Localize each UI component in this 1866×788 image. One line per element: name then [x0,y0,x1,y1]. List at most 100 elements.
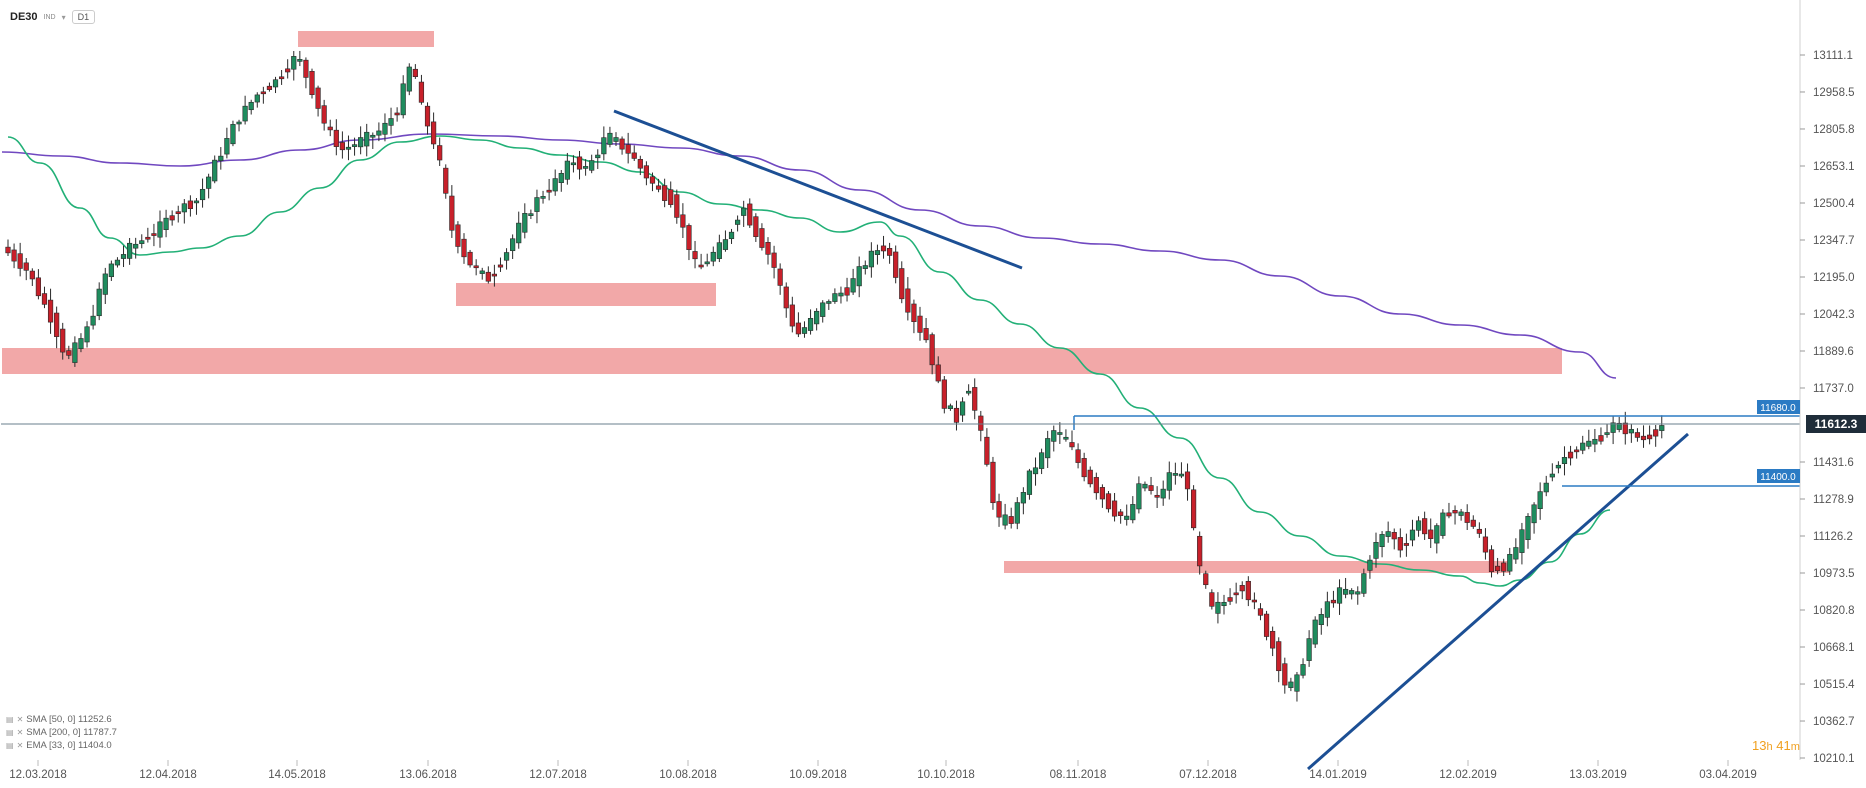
candle-body [917,315,923,333]
candle-body [169,215,175,221]
candle-body [540,196,546,199]
candle [613,132,619,146]
candle [668,181,674,208]
candle [1482,528,1489,560]
candle-body [193,200,200,204]
candle-body [254,94,260,103]
candle [47,288,54,334]
candle-body [1105,493,1112,510]
candle [1312,616,1318,648]
candle [1081,452,1087,482]
candle-body [66,350,72,356]
candle-body [655,185,662,190]
candle-body [358,137,364,148]
line-chart-icon[interactable]: ▤ [6,715,14,724]
candle-body [1318,614,1324,626]
indicator-row-ema33[interactable]: ▤ ✕ EMA [33, 0] 11404.0 [6,739,117,752]
candle [1653,425,1659,447]
candle [1039,448,1045,475]
candle [297,50,303,67]
candle [880,235,887,259]
candle-body [637,158,643,169]
candle-body [1148,485,1154,491]
candle [589,154,595,174]
candle-body [1343,588,1349,595]
candle [1191,485,1197,531]
candle-body [370,134,376,138]
candle [1124,504,1130,526]
close-icon[interactable]: ✕ [16,715,24,724]
candle [467,249,473,268]
candle [716,234,722,263]
candle-body [1227,597,1233,602]
candle-body [1209,592,1215,607]
line-chart-icon[interactable]: ▤ [6,728,14,737]
time-tick-label: 12.04.2018 [139,769,197,781]
candle-body [1434,525,1440,544]
candle-body [747,203,753,226]
indicator-label: EMA [33, 0] 11404.0 [26,740,112,751]
candle-body [315,87,321,109]
candle [917,306,923,341]
close-icon[interactable]: ✕ [16,741,24,750]
candle-body [1598,435,1604,442]
candle [1403,533,1409,557]
candle-body [1458,511,1464,516]
candle [437,137,443,166]
candle [1604,423,1610,438]
candle-body [1166,472,1172,491]
candle-body [601,137,607,155]
candlesticks [5,50,1665,702]
candle [728,228,735,244]
time-tick-label: 12.03.2018 [9,769,67,781]
candle [1245,576,1251,607]
price-tick-label: 10210.1 [1813,753,1855,765]
candle-body [382,122,388,135]
candle [370,132,376,149]
candle [424,102,431,135]
candle-body [1124,515,1130,520]
candle [953,400,960,431]
candle-body [424,105,431,127]
candle [984,428,990,467]
candle-body [953,407,960,423]
candle [1142,481,1148,492]
candle-body [1288,681,1294,688]
candle-body [394,112,400,116]
price-tick-label: 11126.2 [1813,531,1853,543]
candle [388,107,394,135]
indicator-row-sma200[interactable]: ▤ ✕ SMA [200, 0] 11787.7 [6,726,117,739]
line-chart-icon[interactable]: ▤ [6,741,14,750]
candle-body [224,138,230,155]
time-axis: 12.03.2018 12.04.2018 14.05.2018 13.06.2018… [9,760,1757,781]
timeframe-selector[interactable]: D1 [71,10,96,24]
candle-body [801,327,808,334]
candle-body [1428,529,1434,539]
candle-body [1349,590,1355,595]
candle-body [522,213,528,233]
candle [303,57,309,89]
candle-body [1191,489,1197,529]
close-icon[interactable]: ✕ [16,728,24,737]
chevron-down-icon[interactable]: ▾ [61,12,66,22]
candle [497,257,504,272]
candle-body [850,278,856,293]
candle [1111,493,1118,522]
candle [224,127,230,159]
candle-body [1561,457,1568,465]
symbol-name[interactable]: DE30 [10,11,38,23]
candle-body [595,154,601,159]
candle [1549,463,1555,482]
time-tick-label: 13.03.2019 [1569,769,1627,781]
candle-body [1422,518,1428,535]
candle-body [1330,599,1337,604]
candle [1452,505,1458,525]
candle-body [248,101,254,111]
price-tick-label: 10820.8 [1813,605,1855,617]
candle [5,239,11,257]
candle [1069,430,1075,451]
indicator-row-sma50[interactable]: ▤ ✕ SMA [50, 0] 11252.6 [6,713,117,726]
candle [315,85,321,117]
price-tick-label: 12653.1 [1813,161,1855,173]
